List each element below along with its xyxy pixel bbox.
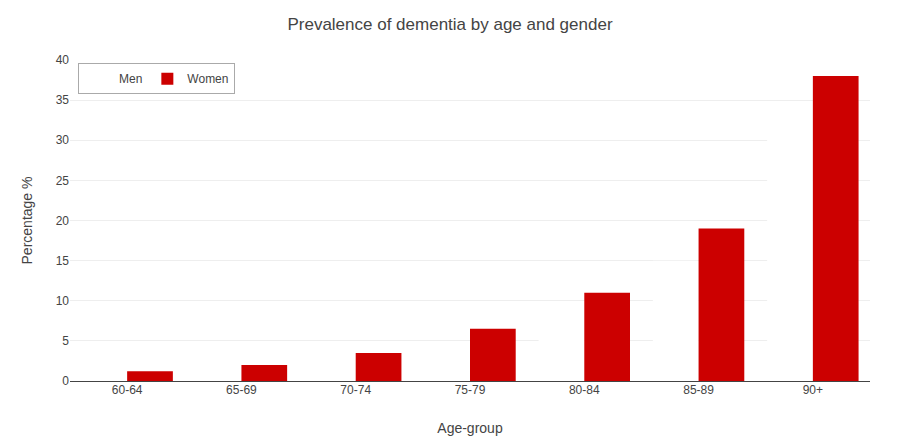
- svg-text:Age-group: Age-group: [437, 420, 503, 436]
- svg-text:0: 0: [62, 374, 69, 388]
- svg-text:Percentage %: Percentage %: [19, 177, 35, 265]
- svg-text:Prevalence of dementia by age: Prevalence of dementia by age and gender: [287, 15, 612, 34]
- svg-text:35: 35: [56, 93, 70, 107]
- svg-text:25: 25: [56, 174, 70, 188]
- svg-text:70-74: 70-74: [340, 383, 371, 397]
- svg-text:40: 40: [56, 53, 70, 67]
- svg-text:Women: Women: [187, 72, 228, 86]
- svg-text:15: 15: [56, 254, 70, 268]
- svg-text:60-64: 60-64: [112, 383, 143, 397]
- svg-text:80-84: 80-84: [569, 383, 600, 397]
- svg-text:5: 5: [62, 334, 69, 348]
- svg-text:90+: 90+: [803, 383, 823, 397]
- svg-text:75-79: 75-79: [455, 383, 486, 397]
- svg-text:30: 30: [56, 133, 70, 147]
- svg-text:85-89: 85-89: [683, 383, 714, 397]
- svg-text:20: 20: [56, 214, 70, 228]
- svg-text:Men: Men: [119, 72, 142, 86]
- svg-text:65-69: 65-69: [226, 383, 257, 397]
- svg-text:10: 10: [56, 294, 70, 308]
